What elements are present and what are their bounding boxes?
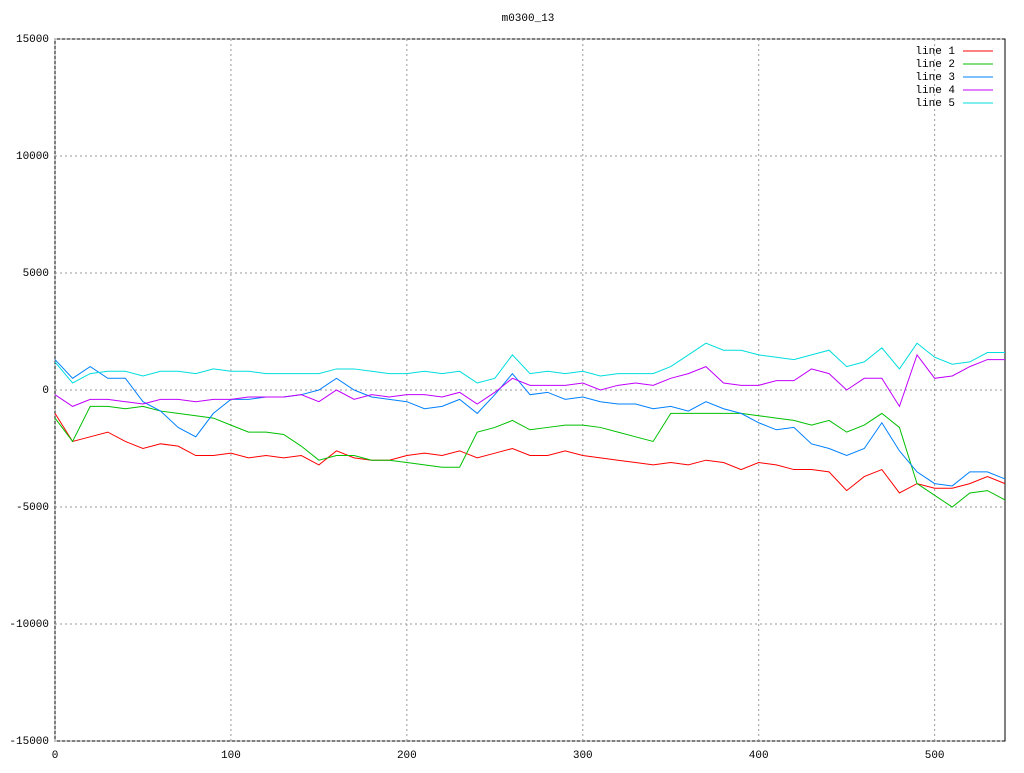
x-tick-label: 0 (52, 750, 59, 762)
legend-label: line 5 (915, 98, 955, 110)
legend-label: line 3 (915, 72, 955, 84)
x-tick-label: 100 (221, 750, 241, 762)
x-tick-label: 300 (573, 750, 593, 762)
legend-label: line 4 (915, 85, 955, 97)
y-tick-label: 10000 (16, 151, 49, 163)
data-line (54, 359, 1006, 487)
y-tick-label: -15000 (9, 736, 49, 748)
chart-title: m0300_13 (502, 13, 555, 25)
y-tick-label: 5000 (23, 268, 49, 280)
y-tick-label: -10000 (9, 619, 49, 631)
x-tick-label: 500 (925, 750, 945, 762)
data-line (54, 342, 1005, 384)
y-tick-label: -5000 (16, 502, 49, 514)
data-line (54, 353, 1005, 408)
x-tick-label: 200 (397, 750, 417, 762)
y-tick-label: 15000 (16, 34, 49, 46)
y-tick-label: 0 (42, 385, 49, 397)
data-line (54, 405, 1006, 508)
legend-label: line 2 (915, 59, 955, 71)
x-tick-label: 400 (749, 750, 769, 762)
legend-label: line 1 (915, 46, 955, 58)
data-line (54, 413, 1006, 494)
